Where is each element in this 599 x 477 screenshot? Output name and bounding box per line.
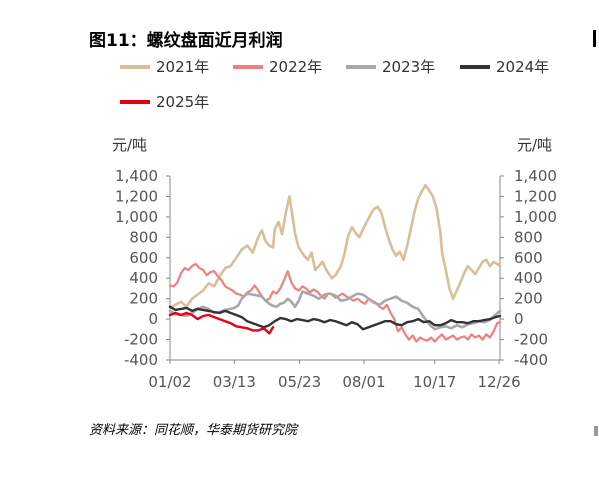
chart-tick-labels: 1,400 1,400 1,200 1,200 1,000 1,000 800 800 600 6…	[115, 167, 557, 391]
y-tick-label-right: -400	[514, 351, 548, 369]
series-line-2025	[168, 311, 275, 335]
y-tick-label-right: -200	[514, 331, 548, 349]
legend-item-2024: 2024年	[460, 56, 549, 77]
chart-lines	[168, 183, 502, 343]
series-line-2021	[168, 183, 502, 310]
legend-label-2021: 2021年	[156, 58, 210, 76]
page-edge-mark	[593, 30, 596, 47]
y-tick-label-right: 1,000	[514, 208, 557, 226]
series-line-2024	[168, 305, 502, 331]
y-tick-label-left: 1,000	[115, 208, 158, 226]
y-tick-label-left: 800	[129, 228, 158, 246]
y-tick-label-left: 1,400	[115, 167, 158, 185]
chart-axes	[166, 175, 504, 364]
series-line-2023	[168, 290, 502, 331]
legend-item-2023: 2023年	[346, 56, 435, 77]
y-axis-unit-left: 元/吨	[112, 136, 148, 154]
legend-swatch-2024	[460, 64, 490, 69]
legend-item-2025: 2025年	[120, 91, 209, 112]
x-tick-label: 08/01	[342, 373, 385, 391]
x-tick-label: 12/26	[477, 373, 520, 391]
y-tick-label-right: 600	[514, 249, 543, 267]
legend-label-2022: 2022年	[269, 58, 323, 76]
y-tick-label-left: 600	[129, 249, 158, 267]
y-tick-label-left: -400	[124, 351, 158, 369]
y-tick-label-right: 1,200	[514, 187, 557, 205]
y-axis-unit-right: 元/吨	[517, 136, 553, 154]
x-tick-label: 05/23	[278, 373, 321, 391]
legend-swatch-2025	[120, 99, 150, 104]
y-tick-label-left: 1,200	[115, 187, 158, 205]
y-tick-label-right: 0	[514, 310, 524, 328]
legend-item-2021: 2021年	[120, 56, 209, 77]
y-tick-label-right: 1,400	[514, 167, 557, 185]
x-tick-label: 01/02	[148, 373, 191, 391]
legend-swatch-2022	[233, 64, 263, 69]
y-tick-label-right: 400	[514, 269, 543, 287]
legend-item-2022: 2022年	[233, 56, 322, 77]
y-tick-label-left: 200	[129, 290, 158, 308]
legend-label-2024: 2024年	[496, 58, 550, 76]
legend-swatch-2021	[120, 64, 150, 69]
y-tick-label-left: 400	[129, 269, 158, 287]
legend-label-2023: 2023年	[382, 58, 436, 76]
y-tick-label-left: 0	[148, 310, 158, 328]
x-tick-label: 03/13	[213, 373, 256, 391]
series-line-2022	[168, 262, 502, 343]
legend-swatch-2023	[346, 64, 376, 69]
x-tick-label: 10/17	[413, 373, 456, 391]
chart-title: 图11：螺纹盘面近月利润	[89, 31, 283, 51]
source-note: 资料来源：同花顺，华泰期货研究院	[89, 423, 298, 438]
y-tick-label-right: 800	[514, 228, 543, 246]
y-tick-label-left: -200	[124, 331, 158, 349]
legend-label-2025: 2025年	[156, 93, 210, 111]
page-edge-mark-bottom	[594, 426, 598, 436]
y-tick-label-right: 200	[514, 290, 543, 308]
